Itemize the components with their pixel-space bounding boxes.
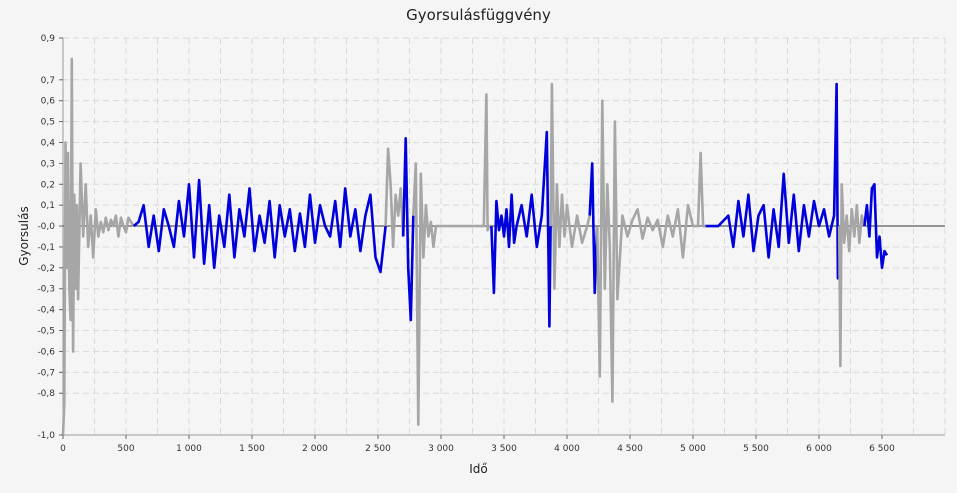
x-tick-label: 2 500 — [365, 444, 391, 454]
chart-title: Gyorsulásfüggvény — [406, 6, 551, 24]
series-line-10 — [837, 183, 866, 368]
x-tick-label: 4 500 — [617, 444, 643, 454]
x-axis-label: Idő — [469, 462, 488, 476]
x-tick-label: 1 000 — [176, 444, 202, 454]
x-tick-label: 3 500 — [491, 444, 517, 454]
series-line-11 — [863, 183, 889, 270]
series-layer — [61, 57, 889, 436]
series-line-1 — [132, 178, 387, 274]
y-tick-label: -0,2 — [37, 264, 55, 274]
y-tick-label: 0,6 — [41, 97, 56, 107]
y-tick-label: -0,8 — [37, 389, 55, 399]
x-tick-label: 0 — [60, 444, 66, 454]
x-tick-label: 4 000 — [554, 444, 580, 454]
y-tick-label: -0,7 — [37, 368, 55, 378]
y-tick-label: 0,7 — [41, 76, 55, 86]
series-line-2 — [384, 147, 405, 249]
y-tick-label: 0,2 — [41, 180, 55, 190]
x-tick-label: 6 000 — [806, 444, 832, 454]
series-line-9 — [705, 82, 841, 280]
x-tick-label: 3 000 — [428, 444, 454, 454]
y-tick-label: 0,4 — [41, 138, 56, 148]
series-line-0 — [61, 57, 135, 436]
y-tick-label: -0,3 — [37, 285, 55, 295]
x-tick-label: 500 — [117, 444, 134, 454]
y-tick-label: 0,3 — [41, 159, 55, 169]
tick-layer: 0 500 1 000 1 500 2 000 2 500 3 000 3 500 4 000 4… — [37, 34, 895, 454]
series-line-6 — [549, 82, 591, 291]
y-tick-label: 0,5 — [41, 118, 55, 128]
y-tick-label: -0,5 — [37, 327, 55, 337]
series-line-5 — [490, 130, 552, 328]
y-tick-label: -0,6 — [37, 347, 55, 357]
series-line-8 — [595, 99, 706, 403]
x-tick-label: 6 500 — [869, 444, 895, 454]
x-tick-label: 1 500 — [239, 444, 265, 454]
y-tick-label: -1,0 — [37, 431, 55, 441]
x-tick-label: 2 000 — [302, 444, 328, 454]
x-tick-label: 5 000 — [680, 444, 706, 454]
y-tick-label: -0,0 — [37, 222, 55, 232]
series-line-3 — [401, 137, 415, 322]
series-line-4 — [412, 93, 492, 426]
y-tick-label: 0,1 — [41, 201, 55, 211]
series-line-7 — [588, 162, 599, 295]
y-tick-label: 0,9 — [41, 34, 56, 44]
x-tick-label: 5 500 — [743, 444, 769, 454]
y-tick-label: -0,4 — [37, 306, 55, 316]
y-tick-label: -0,1 — [37, 243, 55, 253]
